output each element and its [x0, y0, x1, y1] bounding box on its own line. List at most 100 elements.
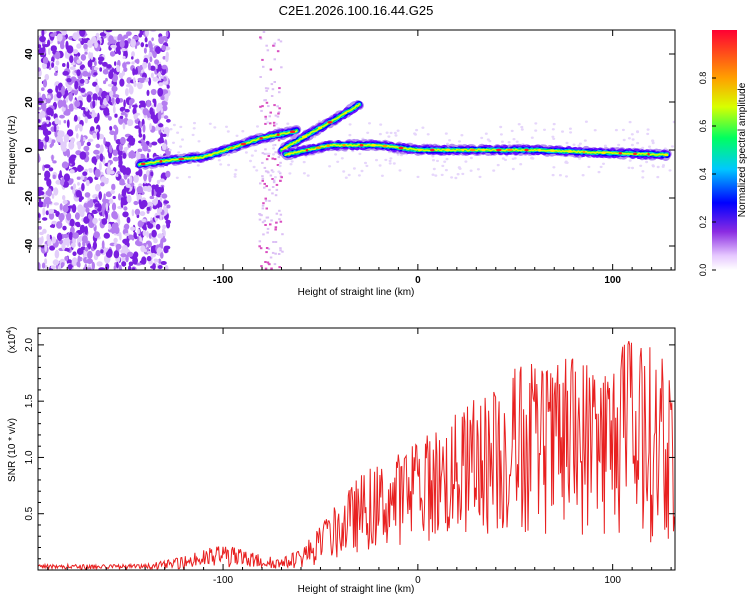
faint-speckle: [583, 139, 587, 142]
x-tick-label: 100: [604, 275, 621, 286]
faint-speckle: [597, 170, 601, 174]
noise-speckle: [66, 61, 70, 70]
noise-speckle: [100, 104, 107, 109]
faint-speckle: [444, 132, 448, 135]
noise-speckle: [87, 250, 93, 259]
faint-speckle: [552, 166, 556, 169]
noise-speckle: [112, 156, 119, 162]
faint-speckle: [641, 170, 645, 173]
interference-speckle: [274, 226, 278, 229]
noise-speckle: [68, 140, 75, 150]
noise-speckle: [164, 93, 169, 102]
interference-speckle: [259, 105, 262, 108]
faint-speckle: [450, 176, 454, 179]
noise-speckle: [49, 143, 53, 148]
trace-peak: [481, 148, 486, 152]
noise-speckle: [108, 223, 111, 230]
noise-speckle: [150, 171, 154, 177]
noise-speckle: [126, 216, 131, 224]
noise-speckle: [124, 113, 128, 118]
noise-speckle: [134, 125, 141, 129]
trace-peak: [538, 148, 542, 152]
colorbar-tick-label: 0.2: [698, 216, 708, 229]
noise-speckle: [109, 125, 113, 131]
colorbar-axis: 0.0 0.2 0.4 0.6 0.8: [698, 72, 716, 276]
noise-speckle: [102, 61, 108, 67]
noise-speckle: [112, 149, 119, 156]
noise-speckle: [142, 133, 146, 141]
noise-speckle: [134, 208, 141, 216]
noise-speckle: [42, 62, 47, 70]
noise-speckle: [70, 186, 74, 190]
colorbar: 0.0 0.2 0.4 0.6 0.8 Normalized spectral ampl…: [698, 30, 748, 276]
noise-speckle: [92, 209, 97, 214]
noise-speckle: [115, 243, 122, 250]
noise-speckle: [105, 191, 112, 197]
noise-speckle: [82, 70, 89, 77]
noise-speckle: [155, 223, 161, 230]
faint-speckle: [399, 153, 403, 157]
noise-speckle: [78, 166, 84, 171]
faint-speckle: [357, 174, 361, 177]
noise-speckle: [83, 43, 88, 50]
faint-speckle: [191, 133, 195, 137]
noise-speckle: [44, 134, 50, 143]
interference-speckle: [264, 115, 267, 118]
faint-speckle: [602, 162, 605, 165]
noise-speckle: [40, 103, 47, 110]
noise-speckle: [77, 116, 81, 122]
interference-speckle: [274, 151, 277, 154]
spectrogram-y-axis: -40 -20 0 20 40: [24, 29, 675, 271]
trace-peak: [289, 130, 296, 133]
noise-speckle: [149, 65, 156, 71]
noise-speckle: [79, 65, 84, 70]
faint-speckle: [272, 153, 275, 156]
faint-speckle: [181, 138, 184, 141]
noise-speckle: [44, 243, 48, 252]
faint-speckle: [646, 132, 650, 136]
interference-speckle: [274, 241, 278, 243]
noise-speckle: [152, 115, 159, 124]
faint-speckle: [265, 152, 269, 155]
noise-speckle: [109, 170, 115, 175]
noise-speckle: [98, 267, 106, 270]
faint-speckle: [476, 168, 480, 171]
interference-speckle: [279, 249, 282, 252]
noise-speckle: [141, 199, 148, 208]
noise-speckle: [121, 188, 127, 197]
noise-speckle: [103, 80, 107, 85]
noise-speckle: [56, 33, 63, 42]
interference-speckle: [265, 158, 269, 161]
noise-speckle: [66, 129, 74, 137]
trace-peak: [582, 150, 586, 154]
noise-speckle: [40, 235, 44, 244]
noise-speckle: [87, 267, 92, 270]
noise-speckle: [62, 195, 66, 201]
noise-speckle: [93, 231, 100, 239]
colorbar-tick-label: 0.6: [698, 120, 708, 133]
faint-speckle: [565, 141, 569, 145]
noise-speckle: [135, 240, 140, 246]
faint-speckle: [432, 167, 436, 171]
noise-speckle: [92, 112, 97, 118]
interference-speckle: [266, 227, 270, 230]
noise-speckle: [97, 56, 105, 62]
faint-speckle: [441, 164, 445, 168]
trace-peak: [259, 137, 264, 140]
colorbar-label: Normalized spectral amplitude: [737, 82, 748, 217]
noise-speckle: [72, 49, 79, 55]
noise-speckle: [39, 35, 46, 43]
interference-speckle: [265, 89, 268, 92]
noise-speckle: [151, 37, 154, 42]
faint-speckle: [393, 131, 397, 135]
interference-speckle: [258, 218, 262, 221]
trace-peak: [430, 148, 435, 152]
noise-speckle: [71, 257, 78, 266]
noise-speckle: [91, 156, 98, 164]
noise-speckle: [132, 104, 138, 108]
noise-speckle: [89, 199, 94, 203]
noise-speckle: [118, 72, 124, 79]
noise-speckle: [122, 211, 129, 218]
faint-speckle: [446, 142, 449, 145]
interference-speckle: [277, 253, 281, 255]
